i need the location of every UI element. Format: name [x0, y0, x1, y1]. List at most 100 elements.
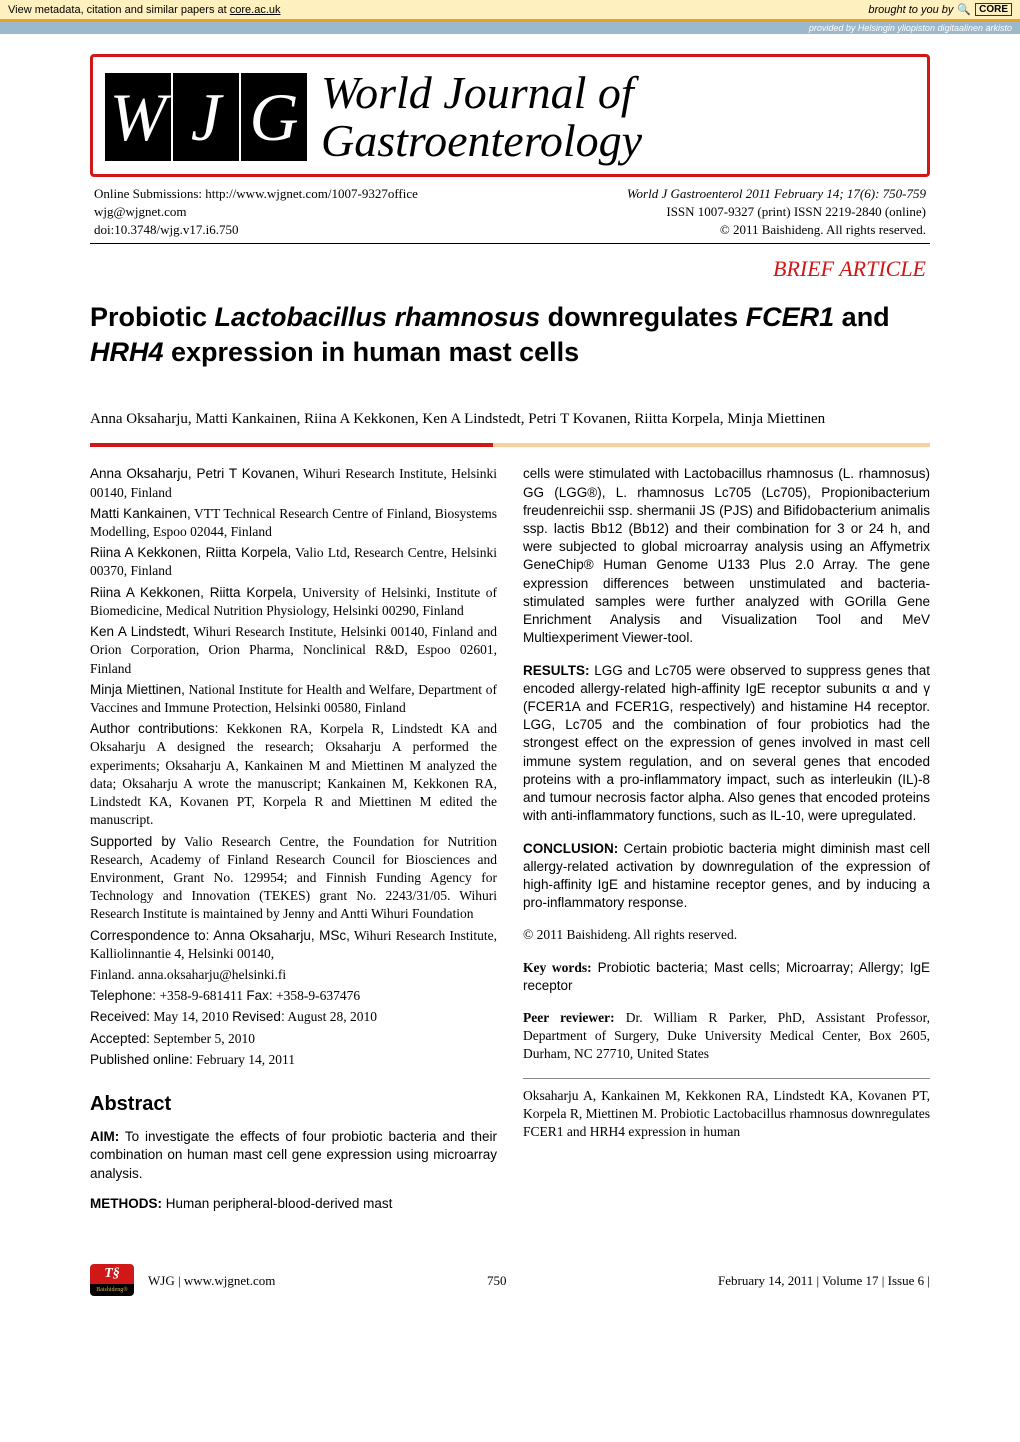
contact-email: wjg@wjgnet.com	[94, 203, 418, 221]
results-label: RESULTS:	[523, 663, 590, 678]
methods-text: Human peripheral-blood-derived mast	[162, 1196, 392, 1211]
right-column: cells were stimulated with Lactobacillus…	[523, 465, 930, 1216]
published-val: February 14, 2011	[193, 1052, 295, 1067]
page-content: W J G World Journal of Gastroenterology …	[0, 54, 1020, 1256]
aim-text: To investigate the effects of four probi…	[90, 1129, 497, 1180]
accent-bar-light	[493, 443, 930, 447]
sub-info-right: World J Gastroenterol 2011 February 14; …	[627, 185, 926, 240]
copyright-line: © 2011 Baishideng. All rights reserved.	[523, 926, 930, 944]
accepted-line: Accepted: September 5, 2010	[90, 1030, 497, 1048]
results-section: RESULTS: LGG and Lc705 were observed to …	[523, 662, 930, 826]
methods-section: METHODS: Human peripheral-blood-derived …	[90, 1195, 497, 1213]
reviewer-rule	[523, 1078, 930, 1079]
page-footer: T§ Baishideng® WJG | www.wjgnet.com 750 …	[0, 1256, 1020, 1318]
abstract-heading: Abstract	[90, 1091, 497, 1118]
methods-label: METHODS:	[90, 1196, 162, 1211]
results-text: LGG and Lc705 were observed to suppress …	[523, 663, 930, 824]
page-number: 750	[487, 1273, 507, 1289]
wjg-logo: W J G	[105, 73, 307, 161]
online-submissions: Online Submissions: http://www.wjgnet.co…	[94, 185, 418, 203]
publisher-logo-top: T§	[90, 1264, 134, 1284]
methods-continuation: cells were stimulated with Lactobacillus…	[523, 465, 930, 647]
core-right: brought to you by 🔍 CORE	[868, 3, 1012, 16]
core-brought: brought to you by	[868, 4, 953, 16]
article-type-label: BRIEF ARTICLE	[90, 256, 926, 282]
core-search-icon: 🔍	[957, 3, 971, 16]
footer-wjg: WJG | www.wjgnet.com	[148, 1273, 275, 1288]
title-mid1: downregulates	[540, 302, 746, 332]
reviewer-label: Peer reviewer:	[523, 1010, 615, 1025]
received-label: Received:	[90, 1009, 150, 1024]
core-left-text: View metadata, citation and similar pape…	[8, 4, 281, 16]
accepted-val: September 5, 2010	[150, 1031, 255, 1046]
header-rule	[90, 243, 930, 244]
affil-3: Riina A Kekkonen, Riitta Korpela, Univer…	[90, 584, 497, 620]
accepted-label: Accepted:	[90, 1031, 150, 1046]
footer-issue: February 14, 2011 | Volume 17 | Issue 6 …	[718, 1273, 930, 1288]
supported-by: Supported by Valio Research Centre, the …	[90, 833, 497, 924]
affil-1: Matti Kankainen, VTT Technical Research …	[90, 505, 497, 541]
journal-title-line1: World Journal of	[321, 69, 642, 117]
aim-label: AIM:	[90, 1129, 119, 1144]
left-column: Anna Oksaharju, Petri T Kovanen, Wihuri …	[90, 465, 497, 1216]
title-ital3: HRH4	[90, 337, 164, 367]
footer-right-text: February 14, 2011 | Volume 17 | Issue 6 …	[718, 1273, 930, 1289]
copyright-header: © 2011 Baishideng. All rights reserved.	[627, 221, 926, 239]
core-logo: CORE	[975, 3, 1012, 16]
logo-letter-w: W	[105, 73, 171, 161]
logo-letter-g: G	[241, 73, 307, 161]
conclusion-label: CONCLUSION:	[523, 841, 618, 856]
issn: ISSN 1007-9327 (print) ISSN 2219-2840 (o…	[627, 203, 926, 221]
title-ital2: FCER1	[746, 302, 835, 332]
title-post: expression in human mast cells	[164, 337, 580, 367]
tel-val: +358-9-681411	[156, 988, 246, 1003]
keywords-label: Key words:	[523, 960, 592, 975]
contrib-label: Author contributions:	[90, 721, 218, 736]
revised-val: August 28, 2010	[285, 1009, 377, 1024]
keywords-section: Key words: Probiotic bacteria; Mast cell…	[523, 959, 930, 995]
affil-2: Riina A Kekkonen, Riitta Korpela, Valio …	[90, 544, 497, 580]
citation-text: Oksaharju A, Kankainen M, Kekkonen RA, L…	[523, 1087, 930, 1142]
corr-label: Correspondence to: Anna Oksaharju, MSc,	[90, 928, 350, 943]
accent-bar	[90, 443, 930, 447]
fax-label: Fax:	[246, 988, 272, 1003]
core-metadata-bar: View metadata, citation and similar pape…	[0, 0, 1020, 22]
tel-label: Telephone:	[90, 988, 156, 1003]
title-pre: Probiotic	[90, 302, 215, 332]
affil-4-name: Ken A Lindstedt,	[90, 624, 189, 639]
journal-ref: World J Gastroenterol 2011 February 14; …	[627, 185, 926, 203]
received-line: Received: May 14, 2010 Revised: August 2…	[90, 1008, 497, 1026]
peer-reviewer: Peer reviewer: Dr. William R Parker, PhD…	[523, 1009, 930, 1064]
affil-0: Anna Oksaharju, Petri T Kovanen, Wihuri …	[90, 465, 497, 501]
accent-bar-red	[90, 443, 493, 447]
doi: doi:10.3748/wjg.v17.i6.750	[94, 221, 418, 239]
journal-title-line2: Gastroenterology	[321, 117, 642, 165]
received-val: May 14, 2010	[150, 1009, 232, 1024]
provided-by-bar: provided by Helsingin yliopiston digitaa…	[0, 22, 1020, 34]
published-line: Published online: February 14, 2011	[90, 1051, 497, 1069]
sub-info-left: Online Submissions: http://www.wjgnet.co…	[94, 185, 418, 240]
affil-2-name: Riina A Kekkonen, Riitta Korpela,	[90, 545, 291, 560]
support-label: Supported by	[90, 834, 176, 849]
publisher-logo-bottom: Baishideng®	[90, 1284, 134, 1296]
fax-val: +358-9-637476	[273, 988, 360, 1003]
finland-email: Finland. anna.oksaharju@helsinki.fi	[90, 966, 497, 984]
aim-section: AIM: To investigate the effects of four …	[90, 1128, 497, 1183]
footer-left-text: WJG | www.wjgnet.com	[140, 1273, 275, 1289]
affil-5-name: Minja Miettinen,	[90, 682, 185, 697]
publisher-logo: T§ Baishideng®	[90, 1264, 134, 1298]
correspondence: Correspondence to: Anna Oksaharju, MSc, …	[90, 927, 497, 963]
journal-header-box: W J G World Journal of Gastroenterology	[90, 54, 930, 177]
author-list: Anna Oksaharju, Matti Kankainen, Riina A…	[90, 406, 930, 433]
two-column-body: Anna Oksaharju, Petri T Kovanen, Wihuri …	[90, 465, 930, 1216]
affil-0-name: Anna Oksaharju, Petri T Kovanen,	[90, 466, 299, 481]
affil-4: Ken A Lindstedt, Wihuri Research Institu…	[90, 623, 497, 678]
conclusion-section: CONCLUSION: Certain probiotic bacteria m…	[523, 840, 930, 913]
logo-letter-j: J	[173, 73, 239, 161]
affil-3-name: Riina A Kekkonen, Riitta Korpela,	[90, 585, 297, 600]
contrib-text: Kekkonen RA, Korpela R, Lindstedt KA and…	[90, 721, 497, 827]
affil-1-name: Matti Kankainen,	[90, 506, 191, 521]
core-link[interactable]: core.ac.uk	[230, 4, 281, 16]
title-mid2: and	[834, 302, 890, 332]
published-label: Published online:	[90, 1052, 193, 1067]
